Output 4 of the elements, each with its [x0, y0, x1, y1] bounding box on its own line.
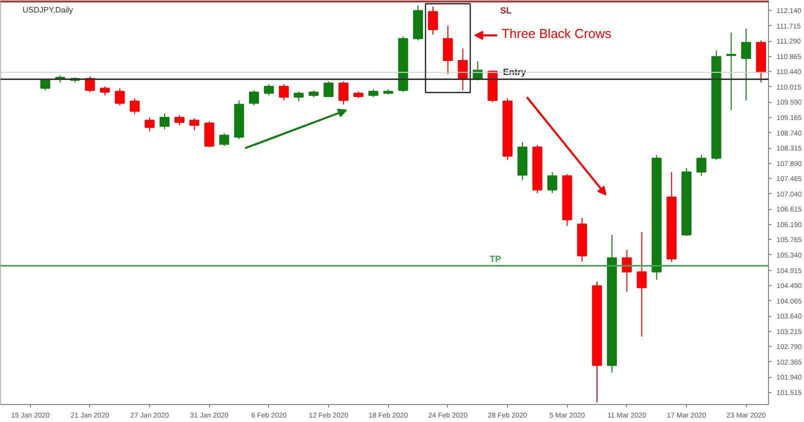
text: USDJPY,Daily: [22, 6, 74, 14]
ref-line-label: SL: [500, 6, 512, 16]
ref-line-label: TP: [490, 254, 502, 264]
annotation: Three Black Crows: [502, 26, 612, 41]
